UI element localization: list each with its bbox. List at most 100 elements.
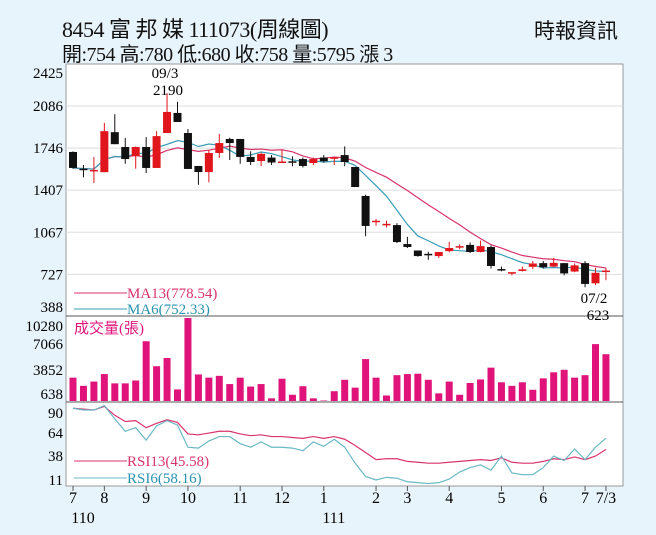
candle-body: [497, 269, 506, 271]
candle-body: [434, 251, 443, 257]
x-tick-label: 1: [320, 490, 328, 507]
x-tick-label: 9: [142, 490, 150, 507]
x-tick-label: 6: [539, 490, 547, 507]
x-tick-label: 7: [581, 490, 589, 507]
candle-body: [194, 165, 203, 173]
candle-body: [100, 131, 109, 173]
x-tick-label: 8: [100, 490, 108, 507]
volume-label: 成交量(張): [74, 319, 144, 337]
candle-body: [152, 136, 161, 168]
volume-bar: [424, 379, 432, 401]
volume-bar: [508, 385, 516, 401]
candle-body: [89, 169, 98, 172]
volume-bar: [341, 379, 349, 401]
ma13-legend: MA13(778.54): [127, 286, 217, 302]
volume-bar: [111, 383, 119, 401]
ma6-legend: MA6(752.33): [127, 302, 210, 318]
low-value: 623: [587, 308, 610, 324]
candle-body: [288, 161, 297, 163]
x-tick-label: 7/3: [596, 490, 616, 507]
candle-body: [163, 111, 172, 134]
candle-body: [131, 147, 140, 157]
volume-bar: [456, 394, 464, 401]
candle-body: [591, 272, 600, 284]
candle-body: [382, 223, 391, 226]
price-tick: 2086: [33, 99, 64, 115]
candle-body: [257, 153, 266, 162]
x-tick-label: 4: [445, 490, 453, 507]
candle-body: [183, 133, 192, 169]
year-label: 111: [322, 510, 345, 527]
x-tick-label: 7: [69, 490, 77, 507]
high-value: 2190: [153, 83, 183, 99]
volume-bar: [487, 367, 495, 401]
price-tick: 388: [41, 300, 64, 316]
volume-bar: [466, 383, 474, 401]
candle-body: [79, 168, 88, 171]
candle-body: [330, 157, 339, 159]
volume-bar: [142, 341, 150, 401]
x-tick-label: 2: [372, 490, 380, 507]
candle-body: [507, 272, 516, 274]
volume-bar: [445, 381, 453, 401]
candle-body: [204, 152, 213, 173]
volume-bar: [79, 385, 87, 401]
chart-title: 8454 富 邦 媒 111073(周線圖): [62, 17, 329, 42]
volume-bar: [174, 389, 181, 401]
price-tick: 727: [41, 267, 64, 283]
x-tick-label: 3: [403, 490, 411, 507]
candle-body: [309, 159, 318, 164]
volume-bar: [435, 393, 443, 401]
candle-body: [173, 112, 182, 122]
volume-bar: [247, 386, 255, 401]
volume-bar: [236, 377, 244, 401]
volume-tick: 7066: [33, 337, 64, 353]
candle-body: [403, 244, 412, 248]
volume-tick: 3852: [33, 363, 63, 379]
x-tick-label: 10: [180, 490, 196, 507]
candle-body: [570, 265, 579, 272]
volume-bar: [288, 394, 296, 401]
candle-body: [528, 263, 537, 267]
candle-body: [215, 143, 224, 153]
candle-body: [142, 147, 151, 168]
volume-bar: [403, 374, 411, 401]
candle-body: [539, 263, 548, 268]
volume-bar: [100, 374, 108, 401]
volume-bar: [592, 344, 599, 401]
volume-bar: [132, 380, 140, 401]
volume-bar: [497, 382, 505, 401]
candle-body: [487, 247, 495, 266]
candle-body: [455, 246, 464, 248]
volume-bar: [194, 374, 202, 401]
volume-bar: [372, 377, 380, 401]
volume-bar: [571, 377, 579, 401]
volume-tick: 10280: [26, 319, 64, 335]
candle-body: [225, 138, 234, 144]
rsi6-legend: RSI6(58.16): [127, 471, 202, 487]
candle-body: [518, 269, 527, 271]
volume-bar: [383, 395, 390, 401]
candle-body: [560, 263, 569, 274]
high-date: 09/3: [152, 66, 179, 82]
volume-bar: [518, 382, 526, 401]
candle-body: [361, 195, 370, 226]
volume-bar: [184, 318, 192, 401]
candle-body: [110, 132, 119, 145]
rsi13-legend: RSI13(45.58): [127, 454, 209, 470]
volume-bar: [529, 389, 537, 401]
volume-bar: [268, 398, 276, 401]
volume-bar: [550, 372, 558, 401]
volume-bar: [539, 378, 547, 401]
rsi-tick: 38: [48, 449, 63, 465]
volume-bar: [121, 383, 129, 401]
candle-body: [340, 155, 349, 163]
candle-body: [581, 263, 590, 284]
x-tick-label: 12: [274, 490, 290, 507]
rsi-tick: 64: [48, 426, 64, 442]
candle-body: [246, 156, 255, 163]
ma6-line: [72, 140, 606, 273]
volume-bar: [90, 381, 98, 401]
candle-body: [267, 157, 276, 163]
